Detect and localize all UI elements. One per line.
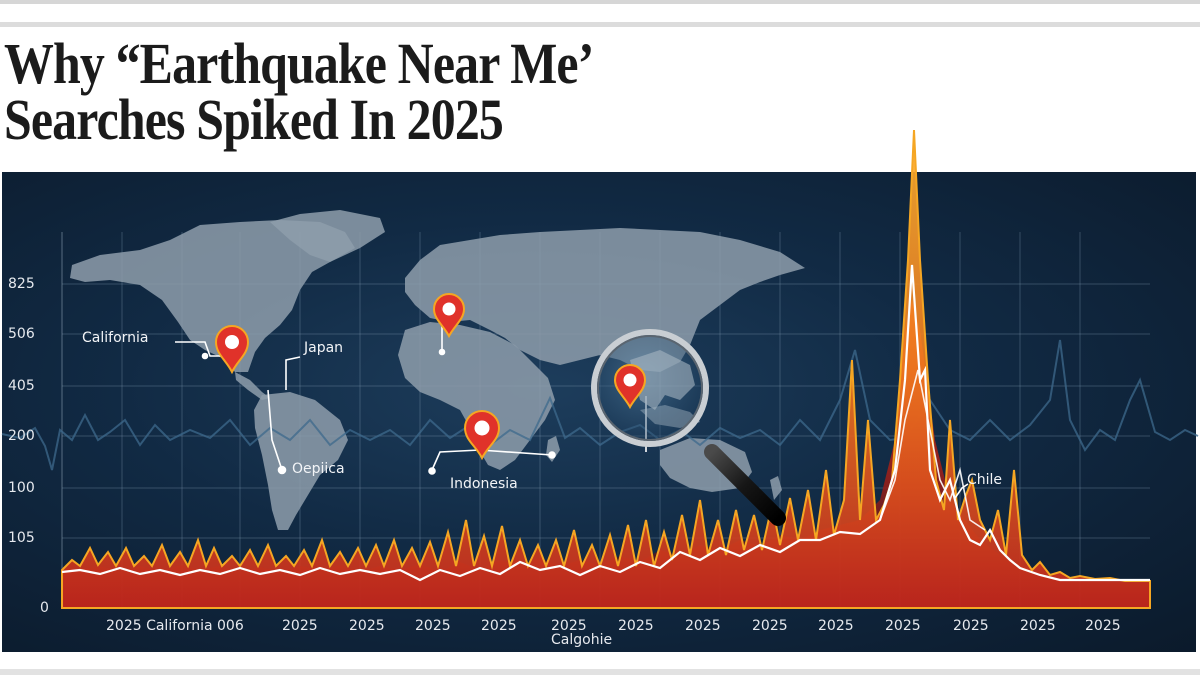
x-tick-12: 2025 [1020,618,1056,634]
map-pin-africa [463,410,501,461]
x-tick-13: 2025 [1085,618,1121,634]
label-california: California [82,330,149,346]
y-tick-100: 100 [8,480,35,496]
greenland [270,210,385,262]
map-pin-southeast-asia [613,364,647,410]
x-tick-10: 2025 [885,618,921,634]
y-tick-825: 825 [8,276,35,292]
x-tick-8: 2025 [752,618,788,634]
y-tick-506: 506 [8,326,35,342]
x-tick-2: 2025 [349,618,385,634]
label-oepiica: Oepiica [292,461,345,477]
x-tick-1: 2025 [282,618,318,634]
south-america [254,392,348,530]
seismic-wave [1,339,1199,471]
x-axis-label: Calgohie [551,632,613,648]
label-chile: Chile [967,472,1003,488]
trend-line [61,264,1150,582]
x-tick-6: 2025 [618,618,654,634]
label-japan: Japan [304,340,344,356]
y-tick-0: 0 [40,600,49,616]
eurasia [405,228,805,372]
north-america [70,220,355,372]
world-map [70,210,805,530]
orange-series [61,129,1151,609]
y-tick-405: 405 [8,378,35,394]
x-tick-11: 2025 [953,618,989,634]
map-pin-europe [432,293,466,339]
map-pin-north-america [214,325,250,375]
y-tick-105: 105 [8,530,35,546]
y-tick-200: 200 [8,428,35,444]
inner-trend-line [879,369,986,531]
top-border [0,0,1200,4]
x-tick-9: 2025 [818,618,854,634]
title-line-1: Why “Earthquake Near Me’ [4,31,594,96]
x-tick-4: 2025 [481,618,517,634]
title-line-2: Searches Spiked In 2025 [4,87,504,152]
x-tick-5: 2025 [551,618,587,634]
x-tick-3: 2025 [415,618,451,634]
magnifying-glass-icon [591,329,786,526]
footer-rule [0,669,1200,675]
x-tick-0: 2025 California 006 [106,618,244,634]
x-tick-7: 2025 [685,618,721,634]
header-rule [0,22,1200,27]
label-indonesia: Indonesia [450,476,518,492]
page-title: Why “Earthquake Near Me’ Searches Spiked… [4,31,594,152]
